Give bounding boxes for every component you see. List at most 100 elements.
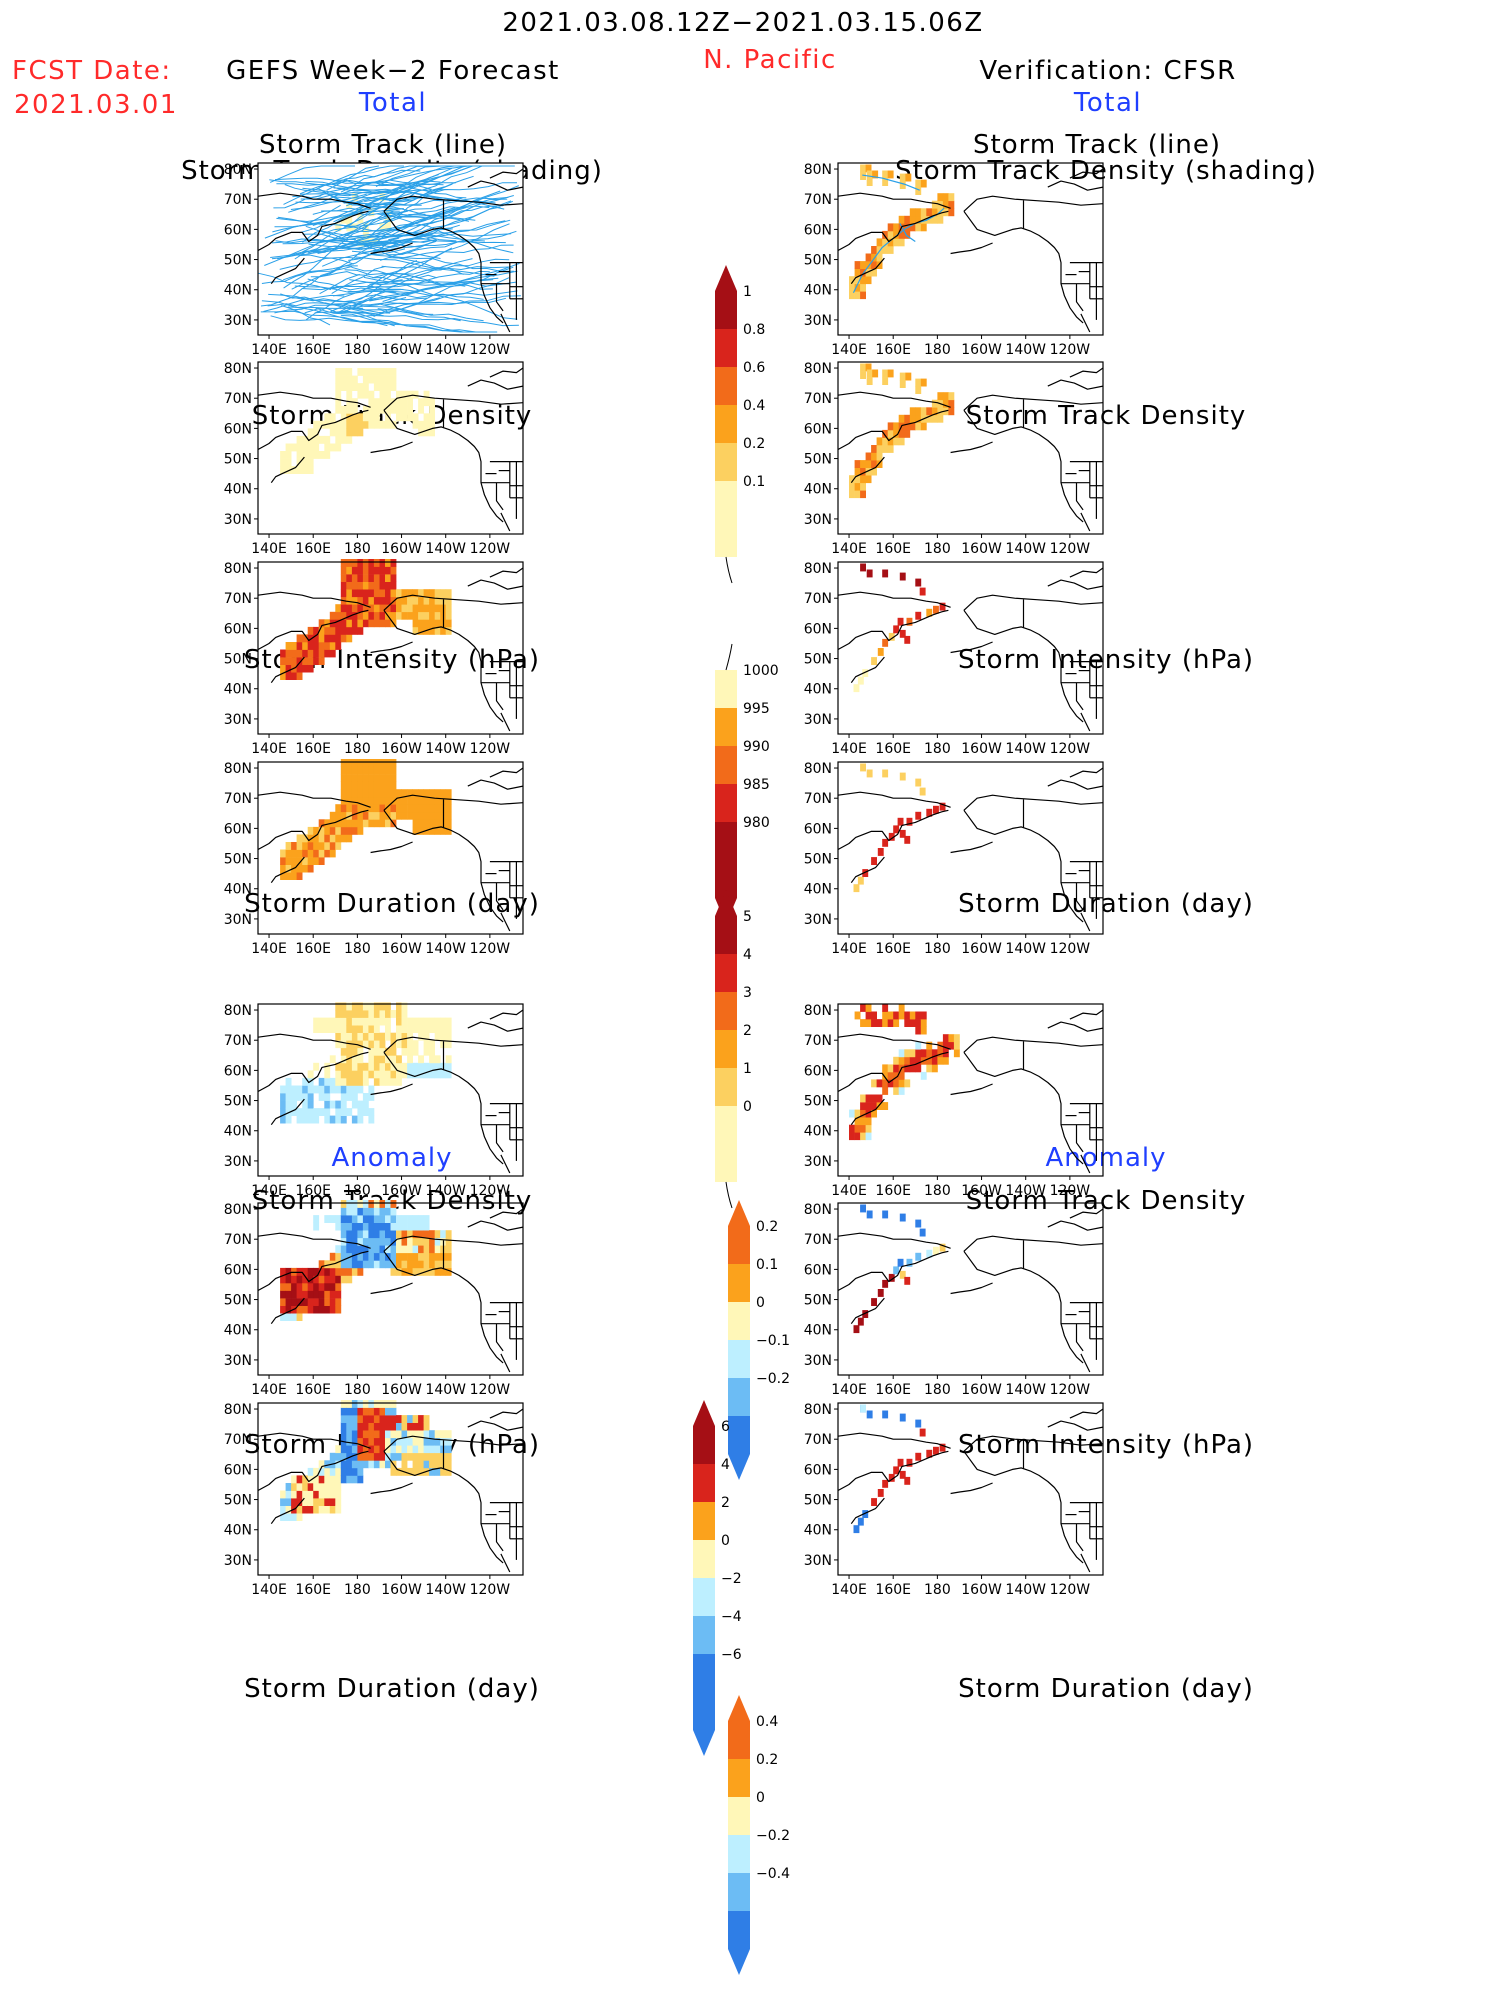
lat-label: 70N: [224, 591, 252, 607]
lat-label: 30N: [224, 1353, 252, 1369]
lon-label: 140W: [425, 1183, 466, 1199]
lat-label: 40N: [804, 1323, 832, 1339]
lon-label: 140E: [831, 941, 867, 957]
lat-label: 70N: [804, 1033, 832, 1049]
lon-label: 140W: [425, 1382, 466, 1398]
lat-label: 80N: [224, 1003, 252, 1019]
density-colorbar: 1 0.8 0.6 0.4 0.2 0.1: [715, 265, 795, 584]
lat-label: 80N: [804, 1402, 832, 1418]
lon-label: 160E: [875, 741, 911, 757]
colorbar-label: 0.8: [743, 322, 765, 338]
lon-label: 140E: [251, 1382, 287, 1398]
lat-label: 30N: [224, 1553, 252, 1569]
lon-label: 140W: [1005, 541, 1046, 557]
verif-anom-density-title: Storm Track Density: [965, 1186, 1247, 1216]
lat-label: 30N: [224, 512, 252, 528]
lon-label: 160E: [875, 1382, 911, 1398]
lat-label: 70N: [224, 1033, 252, 1049]
lat-label: 70N: [224, 1432, 252, 1448]
lon-label: 160E: [295, 1183, 331, 1199]
colorbar-label: −4: [721, 1609, 742, 1625]
lon-label: 160W: [381, 541, 422, 557]
duration-colorbar: 5 4 3 2 1 0: [715, 890, 795, 1209]
lon-label: 120W: [1050, 1582, 1091, 1598]
lon-label: 180: [344, 1183, 371, 1199]
verification-total-label: Total: [1073, 88, 1143, 118]
lon-label: 140E: [831, 741, 867, 757]
verif-anomaly-label: Anomaly: [1045, 1143, 1167, 1173]
lat-label: 40N: [804, 283, 832, 299]
lon-label: 180: [344, 1582, 371, 1598]
colorbar-label: 0.4: [756, 1714, 778, 1730]
lon-label: 160W: [961, 1382, 1002, 1398]
lon-label: 180: [924, 1382, 951, 1398]
lat-label: 30N: [804, 1154, 832, 1170]
verif-track-title-1: Storm Track (line): [973, 130, 1221, 160]
lon-label: 160W: [381, 1382, 422, 1398]
lon-label: 160E: [295, 1382, 331, 1398]
lat-label: 30N: [224, 712, 252, 728]
lat-label: 70N: [804, 1232, 832, 1248]
lat-label: 30N: [224, 1154, 252, 1170]
colorbar-label: 990: [743, 739, 770, 755]
colorbar-label: 2: [743, 1023, 752, 1039]
lat-label: 30N: [804, 712, 832, 728]
lat-label: 80N: [804, 761, 832, 777]
verification-anomaly-duration-map: 80N 70N 60N 50N 40N 30N 140E 160E 180 160W 140W 120…: [790, 1402, 1105, 1598]
lat-label: 80N: [224, 561, 252, 577]
lon-label: 180: [924, 541, 951, 557]
lon-label: 180: [344, 541, 371, 557]
lat-label: 50N: [804, 452, 832, 468]
colorbar-label: −0.4: [756, 1866, 790, 1882]
colorbar-label: 0: [721, 1533, 730, 1549]
lon-label: 140W: [425, 541, 466, 557]
lon-label: 120W: [1050, 541, 1091, 557]
forecast-anomaly-intensity-map: 80N 70N 60N 50N 40N 30N 140E 160E 180 160W 140W 120…: [210, 1200, 525, 1398]
verification-duration-map: 80N 70N 60N 50N 40N 30N 140E 160E 180 160W 140W 120…: [790, 761, 1105, 957]
lat-label: 50N: [224, 253, 252, 269]
lat-label: 70N: [224, 192, 252, 208]
colorbar-label: 0: [756, 1790, 765, 1806]
forecast-column-title: GEFS Week−2 Forecast: [226, 56, 560, 86]
fcst-anomaly-label: Anomaly: [331, 1143, 453, 1173]
lat-label: 30N: [224, 912, 252, 928]
colorbar-label: 0: [756, 1295, 765, 1311]
lat-label: 80N: [804, 361, 832, 377]
lat-label: 50N: [224, 1293, 252, 1309]
colorbar-label: 6: [721, 1419, 730, 1435]
lat-label: 50N: [224, 852, 252, 868]
lon-label: 120W: [470, 1382, 511, 1398]
fcst-anom-duration-title: Storm Duration (day): [244, 1674, 540, 1704]
lon-label: 140E: [251, 541, 287, 557]
lat-label: 60N: [224, 222, 252, 238]
anomaly-duration-colorbar: 0.4 0.2 0 −0.2 −0.4: [728, 1695, 808, 1989]
lat-label: 40N: [224, 1124, 252, 1140]
lon-label: 160W: [961, 541, 1002, 557]
forecast-density-map: 80N 70N 60N 50N 40N 30N 140E 160E 180 160W 140W 120…: [210, 361, 525, 557]
lat-label: 50N: [804, 1293, 832, 1309]
lat-label: 30N: [804, 1553, 832, 1569]
verif-density-title: Storm Track Density: [965, 401, 1247, 431]
lat-label: 60N: [224, 1262, 252, 1278]
lat-label: 50N: [804, 253, 832, 269]
lat-label: 80N: [224, 162, 252, 178]
verif-track-title-2: Storm Track Density (shading): [895, 156, 1317, 186]
lat-label: 80N: [804, 561, 832, 577]
lat-label: 80N: [804, 162, 832, 178]
lat-label: 70N: [804, 591, 832, 607]
lat-label: 40N: [804, 682, 832, 698]
lat-label: 70N: [224, 391, 252, 407]
lat-label: 40N: [224, 482, 252, 498]
lon-label: 140W: [425, 1582, 466, 1598]
lat-label: 80N: [224, 1402, 252, 1418]
lat-label: 60N: [804, 222, 832, 238]
lat-label: 50N: [224, 452, 252, 468]
lon-label: 160E: [875, 1582, 911, 1598]
lat-label: 50N: [224, 1493, 252, 1509]
anomaly-density-colorbar: 0.2 0.1 0 −0.1 −0.2: [728, 1200, 808, 1494]
lon-label: 120W: [470, 1582, 511, 1598]
lon-label: 160W: [381, 1183, 422, 1199]
verification-anomaly-intensity-map: 80N 70N 60N 50N 40N 30N 140E 160E 180 160W 140W 120…: [790, 1202, 1105, 1398]
lon-label: 120W: [470, 1183, 511, 1199]
lon-label: 180: [344, 1382, 371, 1398]
